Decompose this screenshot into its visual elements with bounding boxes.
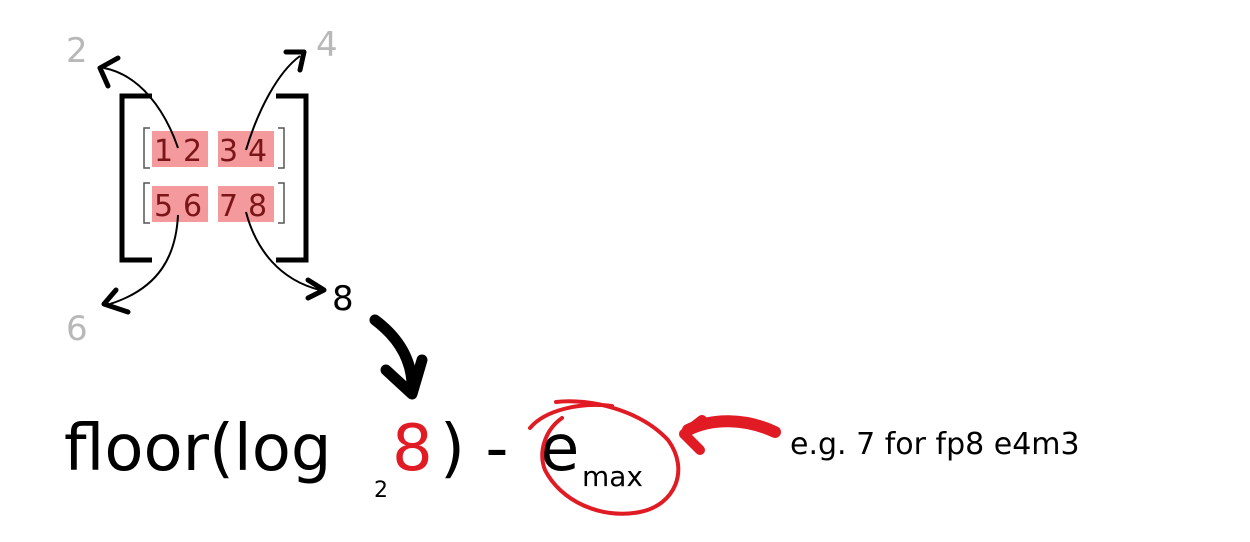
output-label-top-left: 2: [66, 31, 88, 71]
matrix-cell: 8: [248, 189, 267, 224]
outer-matrix-bracket: [119, 93, 309, 263]
thick-down-arrow: [369, 314, 428, 400]
highlight-block-1: [152, 131, 208, 167]
output-label-bottom-right: 8: [332, 279, 354, 319]
formula-suffix: ) -: [440, 412, 508, 486]
arrow-to-bottom-left: [101, 214, 179, 315]
arrowhead-icon: [97, 55, 121, 89]
highlight-block-3: [152, 186, 208, 222]
output-label-top-right: 4: [316, 25, 338, 65]
highlight-block-4: [218, 186, 274, 222]
emax-circle-annotation: [528, 399, 681, 516]
arrowhead-icon: [101, 287, 131, 315]
matrix-row-1: 1 2 3 4: [154, 134, 267, 169]
matrix-cell: 1: [154, 134, 173, 169]
matrix-cell: 2: [183, 134, 202, 169]
formula-log-base: 2: [374, 478, 388, 503]
matrix-cell: 5: [154, 189, 173, 224]
arrow-to-top-left: [97, 55, 179, 149]
annotation-text: e.g. 7 for fp8 e4m3: [790, 427, 1080, 462]
matrix-cell: 3: [219, 134, 238, 169]
matrix-cell: 6: [183, 189, 202, 224]
arrow-to-bottom-right: [245, 211, 327, 301]
inner-row-brackets: [143, 127, 285, 224]
matrix-row-2: 5 6 7 8: [154, 189, 267, 224]
formula-term-subscript: max: [582, 460, 643, 493]
arrowhead-icon: [283, 49, 307, 73]
matrix-cell: 4: [248, 134, 267, 169]
output-label-bottom-left: 6: [66, 309, 88, 349]
scale-formula: floor(log 2 8 ) - e max: [64, 412, 643, 503]
arrowhead-icon: [305, 277, 327, 301]
red-pointer-arrow: [679, 415, 781, 455]
formula-argument: 8: [392, 412, 433, 486]
arrow-to-top-right: [245, 49, 307, 151]
formula-prefix: floor(log: [64, 412, 331, 486]
matrix-cell: 7: [219, 189, 238, 224]
